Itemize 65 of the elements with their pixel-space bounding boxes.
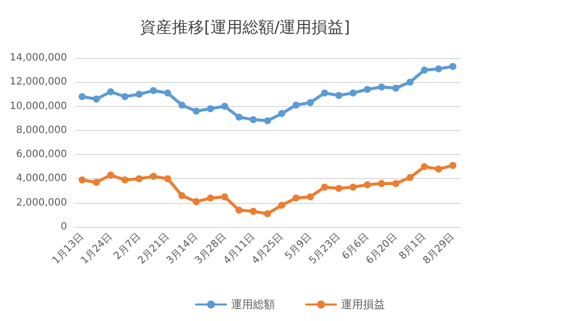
- y-tick-label: 0: [60, 222, 67, 232]
- point: [121, 176, 128, 184]
- point: [406, 174, 414, 182]
- y-tick-label: 14,000,000: [10, 52, 67, 64]
- point: [292, 102, 300, 109]
- point: [107, 88, 114, 96]
- point: [435, 65, 442, 72]
- point: [164, 90, 172, 97]
- point: [335, 92, 342, 99]
- point: [449, 62, 456, 70]
- point: [121, 93, 128, 100]
- point: [378, 83, 386, 90]
- point: [406, 78, 414, 86]
- point: [178, 102, 186, 109]
- point: [92, 96, 100, 103]
- point: [364, 86, 371, 93]
- point: [278, 202, 286, 209]
- point: [306, 193, 314, 200]
- point: [235, 114, 242, 121]
- point: [136, 90, 143, 98]
- point: [150, 172, 157, 180]
- chart-title: 資産推移[運用総額/運用損益]: [140, 18, 350, 36]
- point: [278, 110, 286, 118]
- point: [306, 99, 314, 106]
- point: [350, 184, 357, 191]
- point: [192, 198, 200, 206]
- point: [420, 66, 428, 74]
- y-tick-label: 12,000,000: [10, 76, 67, 88]
- point: [292, 194, 300, 202]
- y-tick-label: 4,000,000: [16, 173, 67, 184]
- point: [221, 102, 228, 110]
- y-tick-label: 8,000,000: [16, 124, 67, 136]
- point: [420, 163, 428, 170]
- point: [392, 84, 400, 92]
- point: [92, 178, 100, 186]
- legend-label: 運用損益: [341, 298, 385, 311]
- point: [164, 175, 172, 182]
- point: [335, 184, 342, 192]
- y-tick-label: 2,000,000: [16, 197, 67, 208]
- point: [264, 117, 271, 124]
- point: [321, 184, 328, 191]
- point: [235, 206, 242, 214]
- point: [321, 90, 328, 97]
- point: [206, 194, 214, 202]
- point: [364, 181, 371, 188]
- point: [435, 166, 442, 173]
- point: [392, 180, 400, 188]
- point: [250, 208, 257, 215]
- point: [221, 193, 228, 200]
- point: [178, 192, 186, 200]
- point: [449, 162, 456, 169]
- point: [78, 176, 86, 184]
- point: [378, 180, 386, 188]
- point: [136, 175, 143, 182]
- legend-label: 運用総額: [231, 298, 275, 311]
- point: [107, 172, 114, 179]
- y-tick-label: 6,000,000: [16, 149, 67, 160]
- point: [206, 105, 214, 112]
- point: [350, 90, 357, 97]
- point: [264, 210, 271, 218]
- y-tick-label: 10,000,000: [10, 100, 67, 112]
- point: [78, 93, 86, 100]
- point: [192, 108, 200, 115]
- point: [150, 87, 157, 94]
- point: [250, 116, 257, 124]
